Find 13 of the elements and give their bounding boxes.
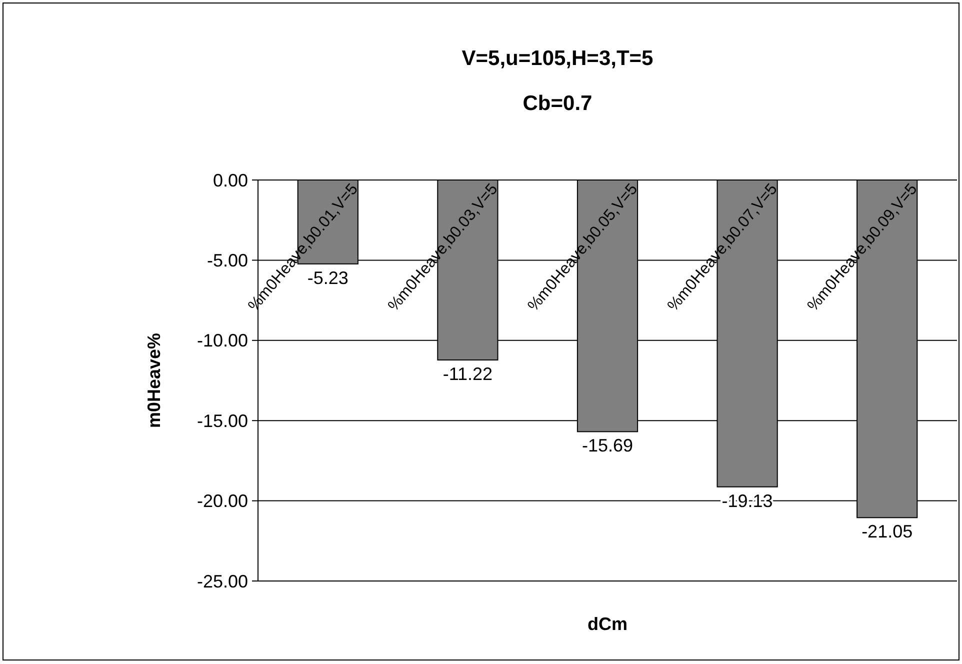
data-label: -21.05 [862, 522, 913, 542]
y-tick-label: -10.00 [196, 330, 248, 351]
chart-title: V=5,u=105,H=3,T=5 [462, 47, 654, 70]
y-tick-label: 0.00 [212, 170, 248, 190]
data-label: -15.69 [582, 436, 634, 456]
y-tick-label: -15.00 [196, 410, 248, 431]
x-axis-title: dCm [588, 614, 628, 634]
y-tick-label: -20.00 [196, 491, 248, 512]
y-axis-title: m0Heave% [144, 332, 164, 428]
y-tick-label: -5.00 [206, 250, 248, 270]
y-tick-label: -25.00 [196, 571, 248, 592]
data-label: -11.22 [442, 364, 493, 384]
chart-subtitle: Cb=0.7 [522, 92, 592, 115]
